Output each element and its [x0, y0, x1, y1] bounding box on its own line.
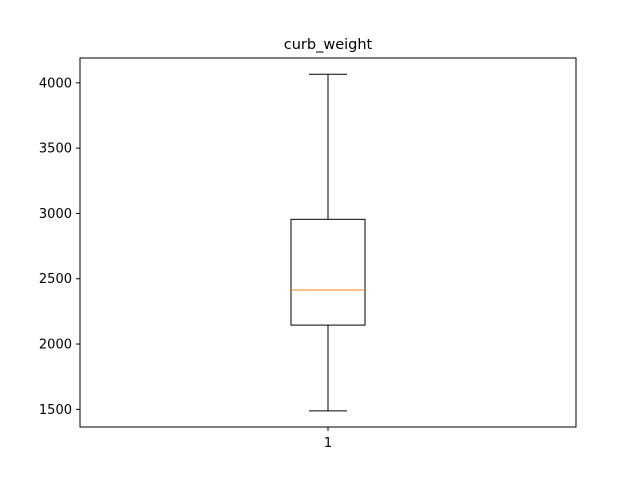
- x-tick-label: 1: [324, 436, 332, 451]
- y-tick-label: 3500: [39, 142, 72, 157]
- y-axis: 1500 2000 2500 3000 3500 4000: [39, 76, 80, 418]
- y-tick-label: 1500: [39, 403, 72, 418]
- chart-title: curb_weight: [284, 37, 373, 53]
- y-tick-label: 4000: [39, 76, 72, 91]
- iqr-box: [290, 218, 366, 326]
- y-tick-label: 2000: [39, 338, 72, 353]
- box-plot-group: [290, 73, 366, 412]
- x-axis: 1: [324, 427, 332, 451]
- y-tick-label: 2500: [39, 272, 72, 287]
- y-tick-label: 3000: [39, 207, 72, 222]
